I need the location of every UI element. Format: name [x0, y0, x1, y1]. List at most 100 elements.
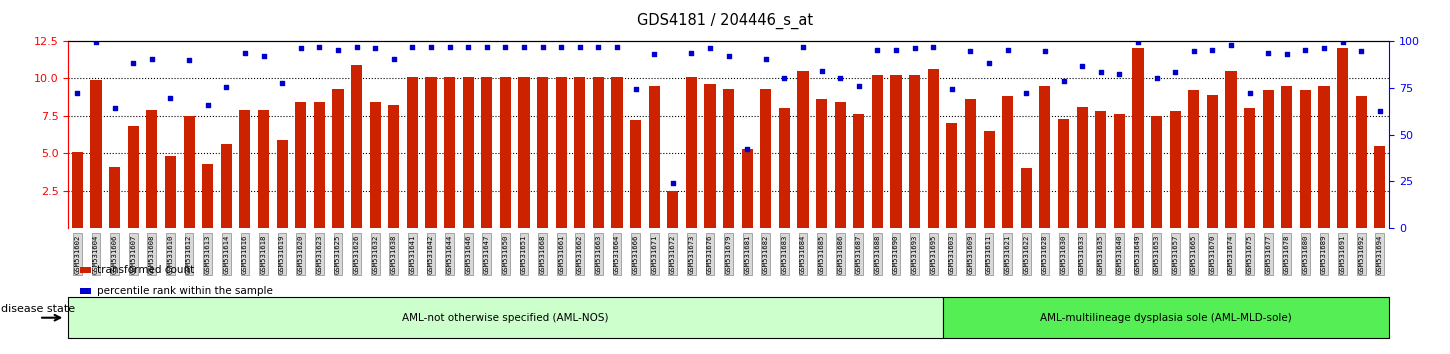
Point: [958, 48, 982, 54]
Point: [438, 44, 461, 50]
Bar: [1151, 116, 1161, 228]
Bar: [1337, 48, 1348, 228]
Point: [233, 50, 257, 56]
Bar: [1225, 71, 1237, 228]
Bar: [741, 149, 753, 228]
Point: [531, 44, 554, 50]
Point: [624, 86, 647, 92]
Bar: [853, 114, 864, 228]
Text: percentile rank within the sample: percentile rank within the sample: [97, 286, 273, 296]
Point: [84, 39, 107, 45]
Point: [1051, 78, 1074, 84]
Bar: [612, 77, 622, 228]
Point: [735, 146, 758, 152]
Point: [1089, 69, 1112, 75]
Text: AML-multilineage dysplasia sole (AML-MLD-sole): AML-multilineage dysplasia sole (AML-MLD…: [1040, 313, 1292, 323]
Point: [307, 44, 331, 50]
Bar: [648, 86, 660, 228]
Point: [1350, 48, 1373, 54]
Bar: [1058, 119, 1069, 228]
Point: [1108, 71, 1131, 76]
Point: [903, 45, 927, 51]
Bar: [1095, 111, 1106, 228]
Point: [177, 57, 200, 63]
Bar: [1114, 114, 1125, 228]
Bar: [109, 167, 120, 228]
Bar: [146, 110, 158, 228]
Point: [1201, 47, 1224, 52]
Point: [476, 44, 499, 50]
Bar: [500, 77, 510, 228]
Point: [160, 95, 183, 101]
Point: [345, 44, 368, 50]
Bar: [407, 77, 418, 228]
Point: [271, 80, 294, 86]
Bar: [1021, 168, 1032, 228]
Point: [289, 45, 312, 51]
Bar: [220, 144, 232, 228]
Point: [1182, 48, 1205, 54]
Bar: [1076, 107, 1088, 228]
Bar: [983, 131, 995, 228]
Point: [457, 44, 480, 50]
Point: [122, 61, 145, 66]
Point: [1070, 63, 1093, 69]
Bar: [871, 75, 883, 228]
Bar: [1356, 96, 1367, 228]
Bar: [1188, 90, 1199, 228]
Bar: [1040, 86, 1050, 228]
Point: [1219, 42, 1243, 48]
Point: [1275, 51, 1298, 57]
Text: GDS4181 / 204446_s_at: GDS4181 / 204446_s_at: [637, 12, 813, 29]
Bar: [629, 120, 641, 228]
Bar: [1318, 86, 1330, 228]
Point: [196, 102, 219, 108]
Bar: [80, 267, 91, 273]
Bar: [1375, 146, 1385, 228]
Bar: [239, 110, 251, 228]
Bar: [128, 126, 139, 228]
Point: [419, 44, 442, 50]
Point: [215, 84, 238, 90]
Point: [642, 51, 666, 57]
Bar: [816, 99, 828, 228]
Point: [680, 50, 703, 56]
Point: [141, 56, 164, 62]
Bar: [1170, 111, 1180, 228]
Bar: [258, 110, 270, 228]
Point: [754, 56, 777, 62]
Bar: [1263, 90, 1273, 228]
Bar: [1132, 48, 1144, 228]
Bar: [555, 77, 567, 228]
Text: disease state: disease state: [1, 304, 75, 314]
Point: [400, 44, 423, 50]
Point: [252, 53, 276, 58]
Point: [1238, 90, 1262, 96]
Bar: [296, 102, 306, 228]
Point: [383, 56, 406, 62]
Bar: [1299, 90, 1311, 228]
Bar: [332, 89, 344, 228]
Point: [1163, 69, 1186, 75]
Point: [922, 44, 945, 50]
FancyBboxPatch shape: [942, 297, 1389, 338]
Bar: [389, 105, 399, 228]
Bar: [80, 288, 91, 294]
Point: [103, 105, 126, 111]
Bar: [202, 164, 213, 228]
Bar: [1002, 96, 1014, 228]
FancyBboxPatch shape: [68, 297, 942, 338]
Bar: [779, 108, 790, 228]
Point: [940, 86, 963, 92]
Bar: [1244, 108, 1256, 228]
Point: [587, 44, 610, 50]
Text: AML-not otherwise specified (AML-NOS): AML-not otherwise specified (AML-NOS): [402, 313, 609, 323]
Bar: [351, 65, 362, 228]
Bar: [909, 75, 921, 228]
Point: [326, 47, 349, 52]
Point: [1034, 48, 1057, 54]
Point: [773, 75, 796, 81]
Point: [1257, 50, 1280, 56]
Point: [1146, 75, 1169, 81]
Bar: [760, 89, 771, 228]
